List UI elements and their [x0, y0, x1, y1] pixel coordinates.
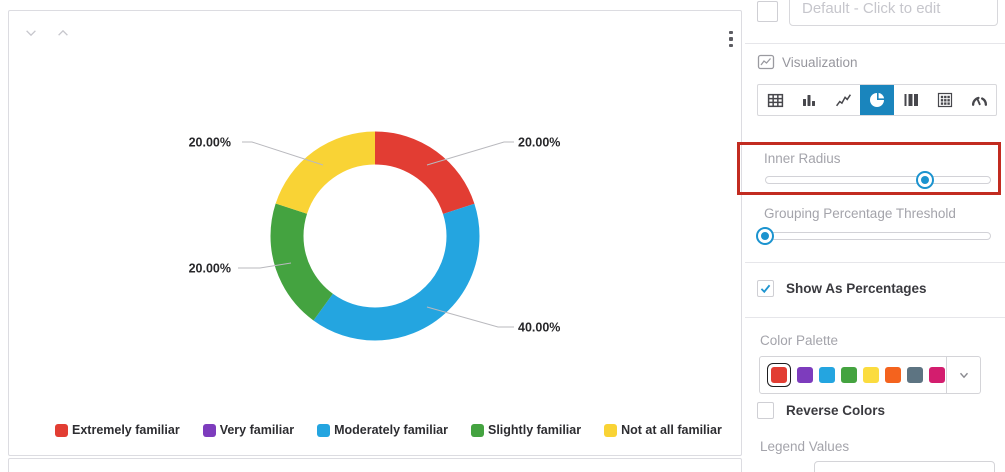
legend-item: Extremely familiar [55, 423, 180, 437]
viz-option-pivot-table[interactable] [928, 85, 962, 115]
chevron-up-icon[interactable] [56, 26, 70, 40]
palette-swatch[interactable] [863, 367, 879, 383]
palette-swatch[interactable] [929, 367, 945, 383]
label-leader-line [238, 262, 292, 269]
next-card-edge [8, 458, 742, 472]
visualization-icon [757, 54, 775, 70]
color-palette-selector[interactable] [759, 356, 947, 394]
visualization-toolbar [757, 84, 997, 116]
palette-swatch[interactable] [885, 367, 901, 383]
slice-percentage-label: 20.00% [189, 262, 231, 276]
slice-percentage-label: 20.00% [518, 136, 560, 150]
palette-swatch[interactable] [907, 367, 923, 383]
donut-slice [270, 131, 480, 341]
palette-swatch[interactable] [797, 367, 813, 383]
divider [745, 262, 1005, 263]
inner-radius-label: Inner Radius [764, 151, 841, 166]
chart-card: 20.00% 40.00% 20.00% 20.00% Extremely famil… [8, 10, 742, 456]
legend-item: Slightly familiar [471, 423, 581, 437]
viz-option-pie-chart[interactable] [860, 85, 894, 115]
chevron-down-icon [959, 372, 968, 379]
color-palette-dropdown-button[interactable] [947, 356, 981, 394]
reverse-colors-checkbox[interactable] [757, 402, 774, 419]
palette-swatch[interactable] [841, 367, 857, 383]
grouping-threshold-label: Grouping Percentage Threshold [764, 206, 956, 221]
palette-swatch[interactable] [771, 367, 787, 383]
color-palette-label: Color Palette [760, 333, 839, 348]
show-as-percentages-checkbox[interactable] [757, 280, 774, 297]
legend-item: Not at all familiar [604, 423, 722, 437]
chart-title-input[interactable] [789, 0, 998, 26]
legend-swatch [604, 423, 618, 437]
palette-swatch-selected[interactable] [767, 363, 791, 387]
viz-option-bar-chart[interactable] [792, 85, 826, 115]
donut-chart: 20.00% 40.00% 20.00% 20.00% [189, 131, 560, 341]
legend-label: Slightly familiar [488, 423, 582, 437]
slice-percentage-label: 20.00% [189, 136, 231, 150]
legend-swatch [317, 423, 331, 437]
legend-item: Very familiar [202, 423, 295, 437]
legend-item: Moderately familiar [317, 423, 448, 437]
donut-slice [270, 131, 480, 341]
visualization-header: Visualization [757, 53, 858, 71]
donut-slice [270, 131, 480, 341]
slider-handle[interactable] [756, 227, 774, 245]
slice-percentage-label: 40.00% [518, 321, 560, 335]
visualization-label: Visualization [782, 54, 858, 70]
grouping-threshold-slider[interactable] [756, 227, 991, 245]
reverse-colors-label: Reverse Colors [786, 403, 886, 418]
label-leader-line [426, 306, 514, 328]
legend-values-label: Legend Values [760, 439, 850, 454]
legend-label: Extremely familiar [72, 423, 180, 437]
viz-option-line-chart[interactable] [826, 85, 860, 115]
title-checkbox[interactable] [757, 1, 778, 22]
legend-label: Moderately familiar [334, 423, 448, 437]
legend-swatch [202, 423, 216, 437]
chart-legend: Extremely familiar Very familiar Moderatel… [55, 423, 722, 437]
divider [745, 43, 1005, 44]
chevron-down-icon[interactable] [24, 26, 38, 40]
label-leader-line [426, 141, 514, 166]
kebab-menu-icon[interactable] [723, 27, 739, 51]
legend-label: Not at all familiar [621, 423, 722, 437]
legend-values-input[interactable] [814, 461, 995, 472]
viz-option-table[interactable] [758, 85, 792, 115]
divider [745, 317, 1005, 318]
show-as-percentages-label: Show As Percentages [786, 281, 927, 296]
inner-radius-slider[interactable] [765, 171, 991, 189]
legend-swatch [471, 423, 484, 437]
viz-option-columns[interactable] [894, 85, 928, 115]
label-leader-line [242, 141, 324, 166]
slider-handle[interactable] [916, 171, 935, 189]
legend-swatch [55, 423, 68, 437]
palette-swatch[interactable] [819, 367, 835, 383]
legend-label: Very familiar [219, 423, 295, 437]
viz-option-gauge[interactable] [962, 85, 996, 115]
